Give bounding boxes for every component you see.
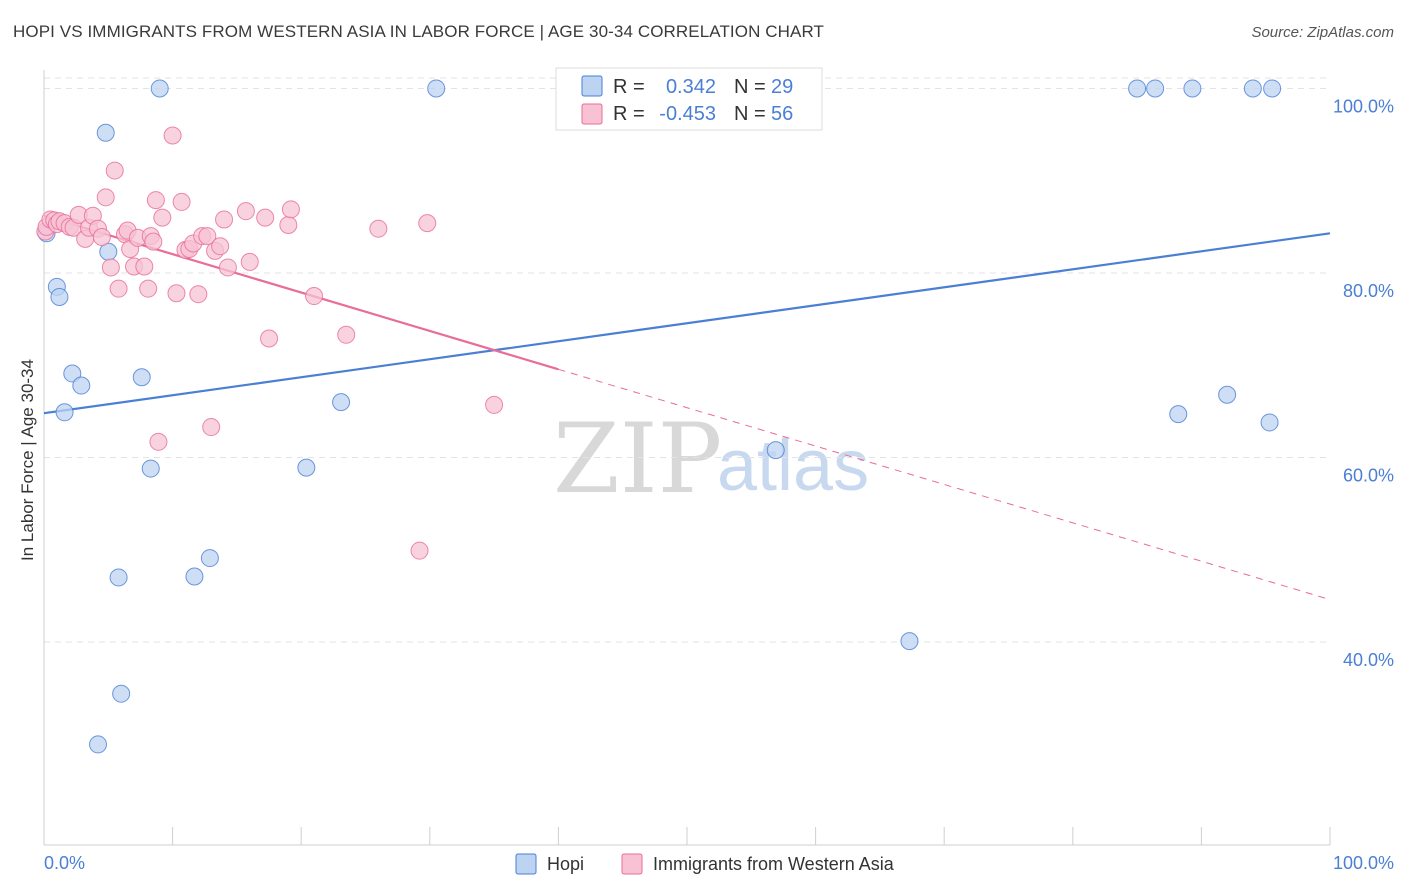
point-immigrants-27: [144, 232, 163, 251]
x-tick-label-min: 0.0%: [44, 853, 85, 873]
point-immigrants-30: [153, 208, 172, 227]
point-immigrants-55: [418, 214, 437, 233]
point-immigrants-33: [172, 192, 191, 211]
y-tick-label-60: 60.0%: [1343, 466, 1394, 486]
point-immigrants-40: [202, 418, 221, 437]
point-immigrants-46: [240, 252, 259, 271]
point-immigrants-32: [167, 284, 186, 303]
point-hopi-18: [427, 79, 446, 98]
watermark-atlas: atlas: [717, 426, 869, 506]
point-immigrants-37: [189, 285, 208, 304]
point-immigrants-50: [281, 200, 300, 219]
series-legend: Hopi Immigrants from Western Asia: [515, 853, 895, 875]
point-immigrants-15: [96, 188, 115, 207]
point-hopi-16: [297, 458, 316, 477]
point-hopi-13: [150, 79, 169, 98]
point-hopi-5: [72, 376, 91, 395]
point-hopi-17: [332, 393, 351, 412]
point-immigrants-31: [163, 126, 182, 145]
point-hopi-9: [109, 568, 128, 587]
trend-line-hopi: [43, 232, 1331, 415]
y-tick-label-80: 80.0%: [1343, 281, 1394, 301]
point-immigrants-44: [218, 258, 237, 277]
point-hopi-3: [55, 403, 74, 422]
legend-r-value-immigrants: -0.453: [659, 103, 716, 125]
point-immigrants-16: [101, 258, 120, 277]
point-hopi-21: [1128, 79, 1147, 98]
point-hopi-4: [63, 364, 82, 383]
point-hopi-25: [1218, 385, 1237, 404]
point-immigrants-53: [369, 219, 388, 238]
series-legend-swatch-immigrants: [621, 853, 643, 875]
point-immigrants-56: [485, 395, 504, 414]
series-legend-label-immigrants: Immigrants from Western Asia: [653, 854, 895, 874]
point-immigrants-28: [146, 191, 165, 210]
legend-n-value-hopi: 29: [771, 76, 793, 98]
point-hopi-27: [1260, 413, 1279, 432]
point-immigrants-52: [337, 325, 356, 344]
legend-swatch-hopi: [581, 75, 603, 97]
chart-title: HOPI VS IMMIGRANTS FROM WESTERN ASIA IN …: [13, 22, 825, 41]
point-hopi-2: [50, 287, 69, 306]
legend-swatch-immigrants: [581, 103, 603, 125]
trend-line-extension-immigrants: [558, 368, 1331, 601]
data-points: [36, 79, 1282, 754]
y-tick-label-40: 40.0%: [1343, 650, 1394, 670]
point-hopi-22: [1146, 79, 1165, 98]
point-immigrants-54: [410, 541, 429, 560]
point-immigrants-24: [135, 257, 154, 276]
point-immigrants-48: [260, 329, 279, 348]
point-hopi-26: [1243, 79, 1262, 98]
legend-n-value-immigrants: 56: [771, 103, 793, 125]
point-immigrants-25: [139, 279, 158, 298]
series-legend-label-hopi: Hopi: [547, 854, 584, 874]
point-hopi-6: [89, 735, 108, 754]
source-credit: Source: ZipAtlas.com: [1251, 24, 1394, 41]
point-hopi-14: [185, 567, 204, 586]
watermark-zip: ZIP: [553, 403, 722, 515]
legend-r-label-hopi: R =: [613, 76, 645, 98]
point-immigrants-29: [149, 432, 168, 451]
point-hopi-23: [1169, 405, 1188, 424]
point-hopi-15: [200, 549, 219, 568]
point-hopi-7: [96, 123, 115, 142]
legend-n-label-hopi: N =: [734, 76, 766, 98]
legend-r-value-hopi: 0.342: [666, 76, 716, 98]
point-immigrants-51: [305, 287, 324, 306]
point-immigrants-43: [215, 210, 234, 229]
point-hopi-20: [900, 632, 919, 651]
point-immigrants-18: [109, 279, 128, 298]
point-hopi-11: [132, 368, 151, 387]
point-immigrants-45: [236, 202, 255, 221]
point-immigrants-42: [211, 237, 230, 256]
point-hopi-19: [766, 441, 785, 460]
point-hopi-28: [1263, 79, 1282, 98]
x-tick-label-max: 100.0%: [1333, 853, 1394, 873]
series-legend-swatch-hopi: [515, 853, 537, 875]
point-hopi-24: [1183, 79, 1202, 98]
point-immigrants-39: [198, 227, 217, 246]
y-tick-labels: 40.0% 60.0% 80.0% 100.0%: [1333, 96, 1394, 670]
point-hopi-12: [141, 459, 160, 478]
point-hopi-10: [112, 684, 131, 703]
x-ticks: [172, 827, 1331, 845]
point-immigrants-14: [92, 227, 111, 246]
correlation-legend: R = 0.342 N = 29 R = -0.453 N = 56: [555, 67, 823, 131]
point-immigrants-49: [279, 216, 298, 234]
legend-n-label-immigrants: N =: [734, 103, 766, 125]
point-immigrants-17: [105, 161, 124, 180]
legend-r-label-immigrants: R =: [613, 103, 645, 125]
point-immigrants-47: [256, 208, 275, 227]
gridlines: [44, 77, 1330, 643]
y-tick-label-100: 100.0%: [1333, 96, 1394, 116]
